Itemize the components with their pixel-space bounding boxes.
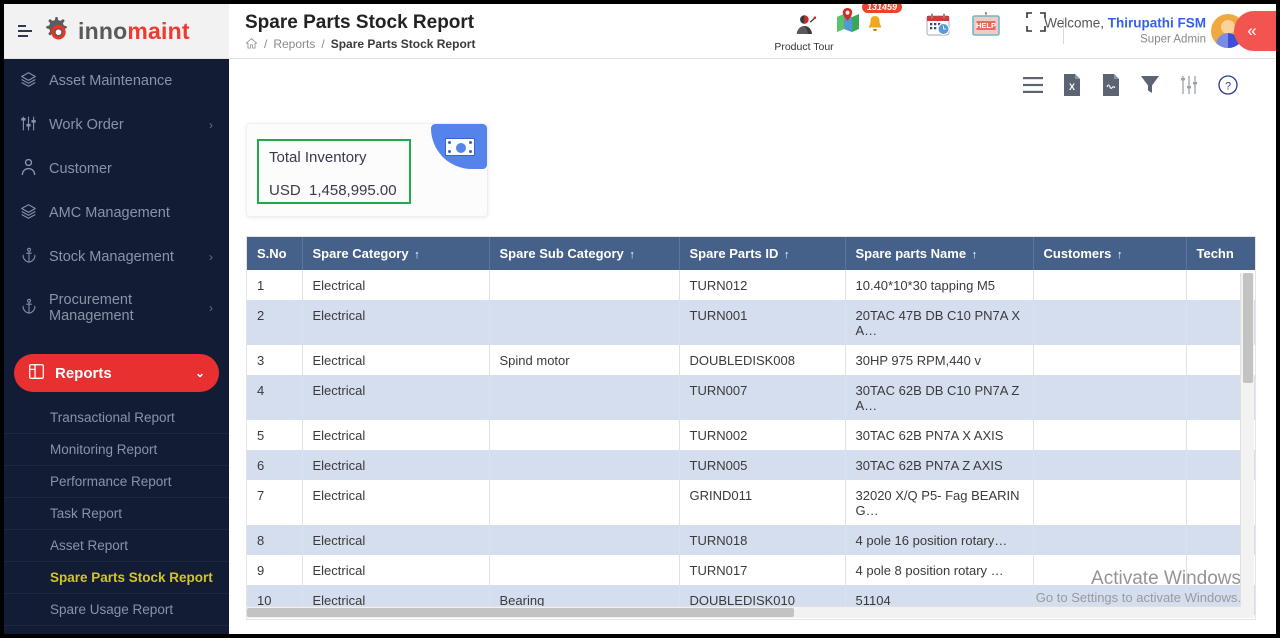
svg-text:X: X: [1069, 82, 1075, 92]
svg-text:?: ?: [1225, 81, 1231, 93]
svg-text:HELP: HELP: [976, 21, 996, 30]
